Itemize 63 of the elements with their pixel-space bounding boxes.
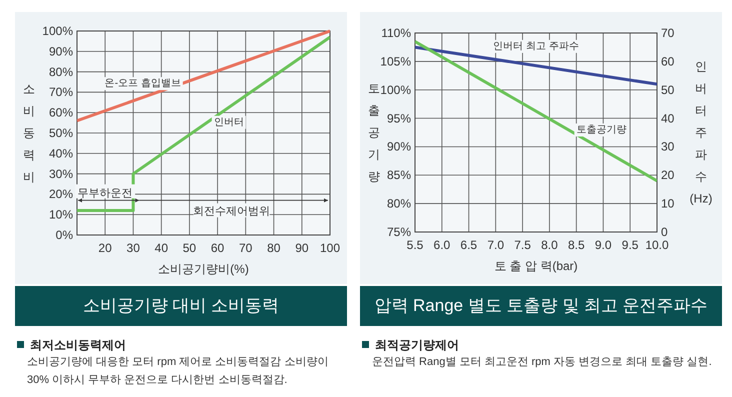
y-axis-title: 토출공기량 (368, 82, 380, 184)
x-tick-label: 80 (267, 241, 281, 255)
x-tick-label: 50 (182, 241, 196, 255)
y-tick-label: 80% (48, 64, 74, 79)
y-axis-title: 소비동력비 (23, 82, 35, 184)
y-tick-label: 0% (56, 228, 74, 242)
y-tick-label: 110% (381, 26, 412, 40)
x-tick-label: 6.5 (460, 238, 478, 252)
text: 압력 Range 별도 토출량 및 최고 운전주파수 (360, 286, 722, 326)
x-tick-label: 9.5 (622, 238, 639, 252)
y-tick-label: 100% (42, 24, 74, 38)
y2-axis-title: 인버터주파수(Hz) (690, 60, 712, 206)
text: 최적공기량제어 (375, 338, 459, 352)
y-tick-label: 75% (386, 225, 412, 239)
y-tick-label: 90% (386, 140, 412, 154)
y-tick-label: 95% (386, 111, 412, 126)
x-axis-title: 토 출 압 력(bar) (494, 259, 578, 273)
y-tick-label: 80% (386, 196, 412, 211)
y-tick-label: 40% (48, 146, 74, 160)
y2-tick-label: 0 (661, 225, 668, 239)
x-axis-title: 소비공기량비(%) (158, 262, 249, 276)
x-tick-label: 5.5 (406, 238, 424, 252)
annotation: 무부하운전 (78, 187, 133, 200)
x-tick-label: 7.5 (514, 238, 532, 252)
x-tick-label: 9.0 (594, 238, 612, 252)
y-tick-label: 50% (48, 126, 74, 140)
x-tick-label: 20 (98, 241, 112, 255)
y-tick-label: 20% (48, 187, 74, 202)
annotation: 회전수제어범위 (193, 205, 270, 218)
x-tick-label: 40 (154, 241, 168, 255)
x-tick-label: 10.0 (645, 238, 669, 252)
text: 최저소비동력제어 (30, 338, 126, 352)
y-tick-label: 60% (48, 106, 74, 120)
y-tick-label: 90% (48, 44, 74, 58)
text: 소비공기량에 대응한 모터 rpm 제어로 소비동력절감 소비량이 30% 이하시 무부하 운전으로 다시한번 소비동력절감. (27, 355, 330, 388)
x-tick-label: 8.5 (568, 238, 585, 252)
y2-tick-label: 70 (661, 26, 675, 40)
x-tick-label: 7.0 (487, 238, 504, 252)
text: 소비공기량 대비 소비동력 (15, 286, 347, 326)
y2-tick-label: 60 (661, 54, 675, 68)
y2-tick-label: 50 (661, 82, 675, 97)
x-tick-label: 90 (295, 241, 309, 255)
y-tick-label: 10% (48, 208, 74, 222)
y2-tick-label: 40 (661, 111, 675, 126)
series-label: 인버터 최고 주파수 (493, 40, 579, 52)
y-tick-label: 85% (386, 168, 412, 182)
series-label: 토출공기량 (576, 124, 626, 136)
y2-tick-label: 20 (661, 168, 675, 182)
x-tick-label: 6.0 (434, 238, 451, 252)
series-label: 인버터 (214, 116, 244, 128)
x-tick-label: 30 (126, 241, 140, 255)
text: 운전압력 Rang별 모터 최고운전 rpm 자동 변경으로 최대 토출량 실현. (372, 355, 713, 370)
y-tick-label: 70% (48, 85, 74, 100)
y2-tick-label: 30 (661, 140, 675, 154)
x-tick-label: 60 (210, 241, 225, 255)
x-tick-label: 100 (320, 241, 340, 255)
x-tick-label: 8.0 (541, 238, 558, 252)
series-label: 온-오프 흡입밸브 (104, 78, 181, 90)
y-tick-label: 105% (380, 54, 412, 68)
y-tick-label: 100% (380, 82, 412, 97)
y-tick-label: 30% (48, 166, 74, 181)
y2-tick-label: 10 (661, 196, 675, 211)
x-tick-label: 70 (238, 241, 253, 255)
